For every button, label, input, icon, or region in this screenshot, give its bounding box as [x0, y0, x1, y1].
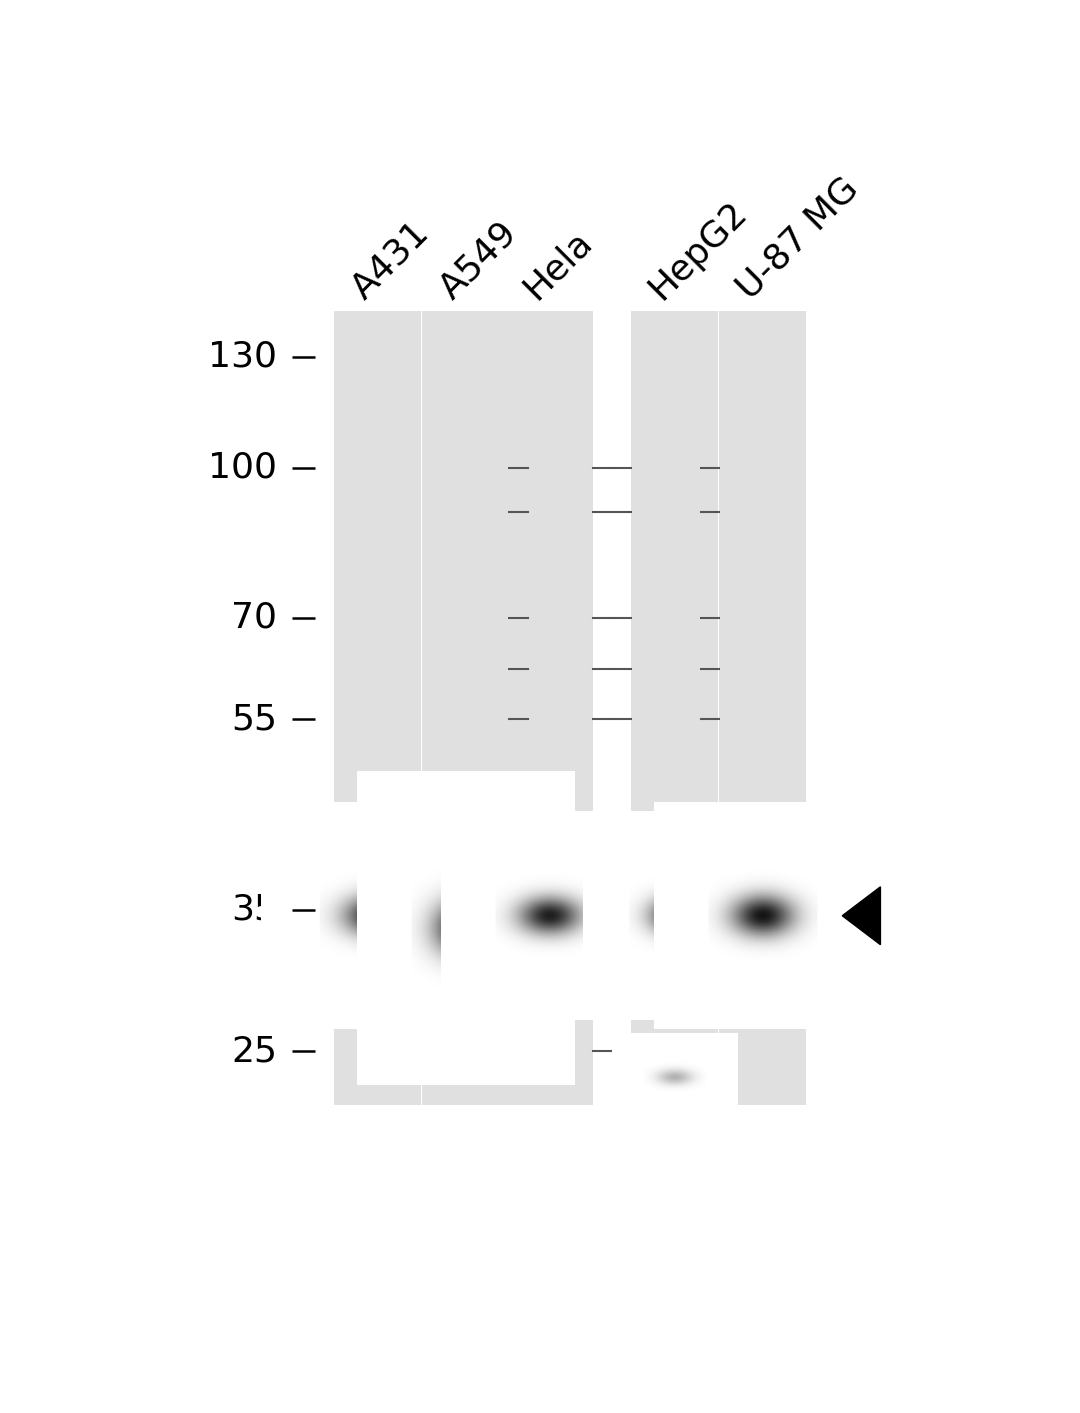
Bar: [632, 311, 718, 1105]
Text: A549: A549: [433, 215, 524, 305]
Text: Hela: Hela: [517, 225, 598, 305]
Text: 130: 130: [208, 341, 278, 374]
Polygon shape: [842, 887, 880, 945]
Text: 100: 100: [208, 451, 278, 485]
Bar: [505, 311, 593, 1105]
Text: 25: 25: [231, 1034, 278, 1068]
Bar: [334, 311, 421, 1105]
Text: 70: 70: [231, 601, 278, 634]
Text: U-87 MG: U-87 MG: [730, 171, 865, 305]
Bar: [422, 311, 509, 1105]
Text: 35: 35: [231, 893, 278, 927]
Text: A431: A431: [346, 215, 435, 305]
Text: 55: 55: [231, 702, 278, 736]
Text: HepG2: HepG2: [643, 195, 754, 305]
Bar: [719, 311, 807, 1105]
